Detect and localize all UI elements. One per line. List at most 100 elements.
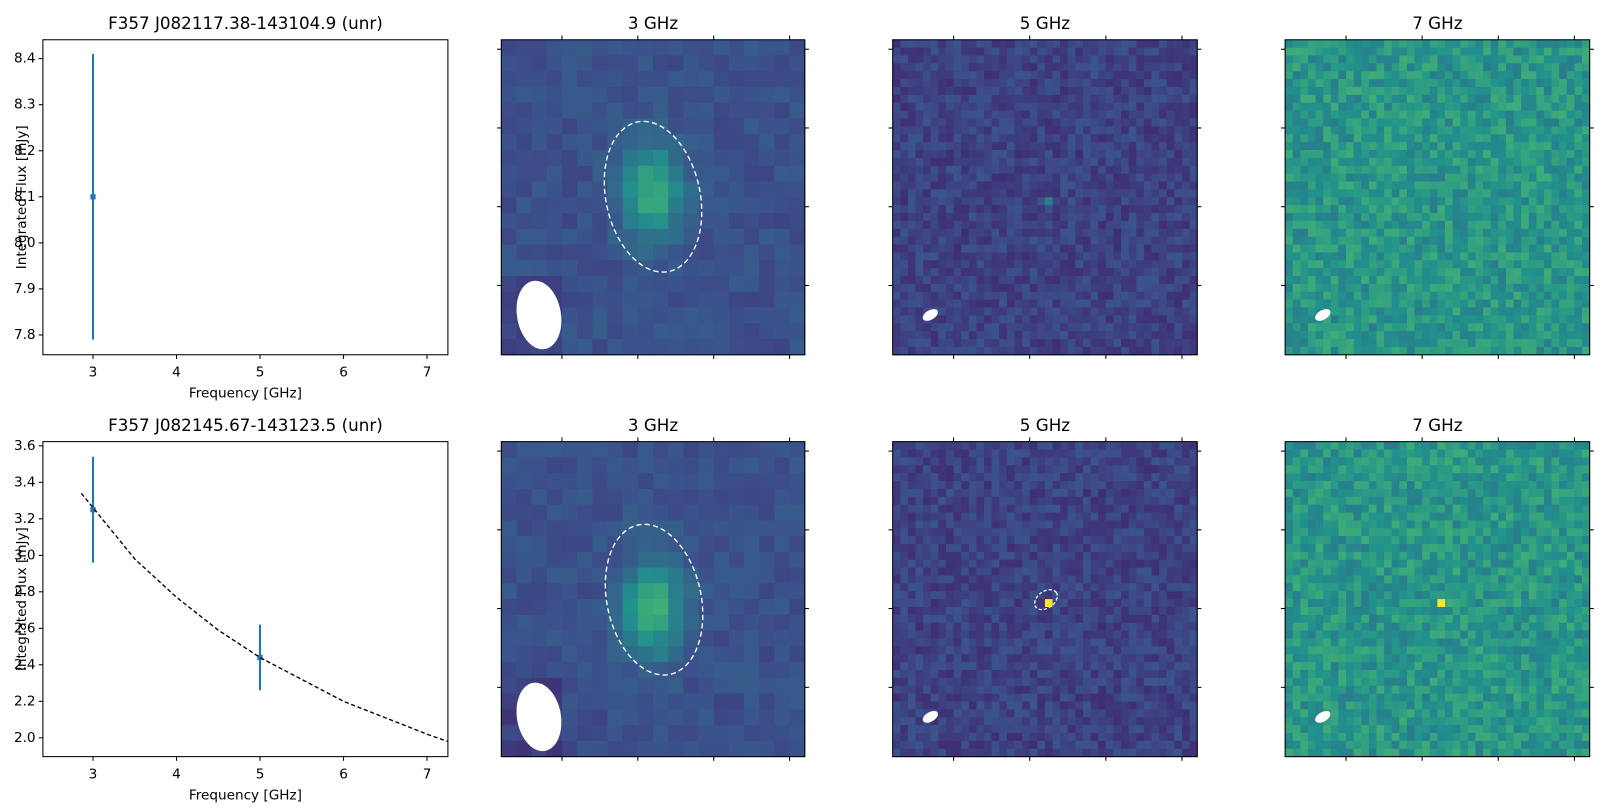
image-pixel [1014,142,1023,151]
image-pixel [1090,55,1099,64]
image-pixel [991,291,1000,301]
image-pixel [759,181,775,198]
image-pixel [892,315,901,324]
image-pixel [1285,228,1294,238]
image-pixel [892,457,901,466]
image-pixel [923,63,932,72]
image-pixel [907,102,917,112]
image-pixel [1098,118,1107,127]
image-pixel [1582,268,1591,277]
image-pixel [1551,197,1560,206]
image-pixel [1113,276,1122,285]
image-pixel [1399,157,1408,167]
image-pixel [991,481,1000,490]
image-pixel [1037,157,1046,167]
image-pixel [1513,205,1522,214]
image-pixel [1315,252,1324,261]
image-pixel [1406,189,1416,198]
image-pixel [1166,228,1175,238]
image-pixel [1483,236,1492,246]
image-pixel [1151,126,1160,135]
image-pixel [759,693,775,710]
image-pixel [1346,126,1355,135]
image-pixel [1014,102,1023,112]
image-pixel [1566,236,1575,246]
image-pixel [1582,260,1591,269]
image-pixel [1300,55,1309,64]
image-pixel [1006,47,1016,57]
image-pixel [1498,213,1507,222]
image-pixel [1429,157,1438,167]
image-pixel [984,481,993,490]
image-pixel [1353,315,1362,324]
image-pixel [1315,189,1324,198]
image-pixel [1300,102,1309,112]
image-pixel [1189,181,1198,190]
image-pixel [915,559,924,569]
image-pixel [789,583,806,600]
image-pixel [1075,157,1084,167]
image-pixel [1159,102,1168,112]
image-pixel [1498,323,1507,332]
image-pixel [1513,244,1522,253]
image-pixel [930,551,939,561]
image-pixel [1582,323,1591,332]
image-pixel [1060,504,1069,514]
image-pixel [1399,55,1408,64]
image-pixel [577,614,593,632]
image-pixel [668,118,684,135]
image-pixel [1143,47,1153,57]
image-pixel [1330,252,1339,261]
image-pixel [1521,181,1530,190]
image-pixel [713,740,730,758]
image-pixel [1338,220,1347,230]
image-pixel [744,567,760,584]
image-pixel [744,276,760,293]
image-pixel [592,71,609,88]
image-pixel [1128,276,1137,285]
image-pixel [1399,126,1408,135]
image-pixel [1338,205,1347,214]
image-pixel [1098,39,1107,49]
image-pixel [961,283,970,293]
image-pixel [907,157,917,167]
image-pixel [953,551,962,561]
image-pixel [774,291,791,309]
image-pixel [531,213,548,230]
image-pixel [1559,102,1568,112]
image-pixel [915,567,924,577]
image-pixel [907,567,917,577]
image-pixel [984,583,993,592]
image-pixel [1029,299,1038,309]
y-tick-label: 3.4 [14,474,36,490]
image-pixel [1490,228,1499,238]
image-pixel [923,55,932,64]
image-pixel [1574,150,1583,159]
image-pixel [1353,291,1362,301]
image-pixel [1014,63,1023,72]
image-pixel [607,583,624,600]
image-pixel [1376,291,1385,301]
image-pixel [968,244,977,253]
image-pixel [1300,291,1309,301]
image-pixel [501,276,517,293]
image-pixel [698,551,715,569]
image-pixel [938,102,947,112]
image-pixel [1422,47,1431,57]
image-pixel [1330,79,1339,88]
image-pixel [1029,276,1038,285]
image-pixel [984,94,993,104]
image-pixel [1044,441,1054,451]
image-pixel [991,528,1000,537]
image-pixel [637,165,654,183]
image-pixel [1006,481,1016,490]
image-pixel [531,228,548,246]
image-pixel [1315,236,1324,246]
image-pixel [1467,283,1476,293]
image-pixel [1090,276,1099,285]
image-pixel [1105,205,1114,214]
image-pixel [999,583,1008,592]
image-pixel [531,567,548,584]
image-pixel [1346,39,1355,49]
image-pixel [1483,126,1492,135]
